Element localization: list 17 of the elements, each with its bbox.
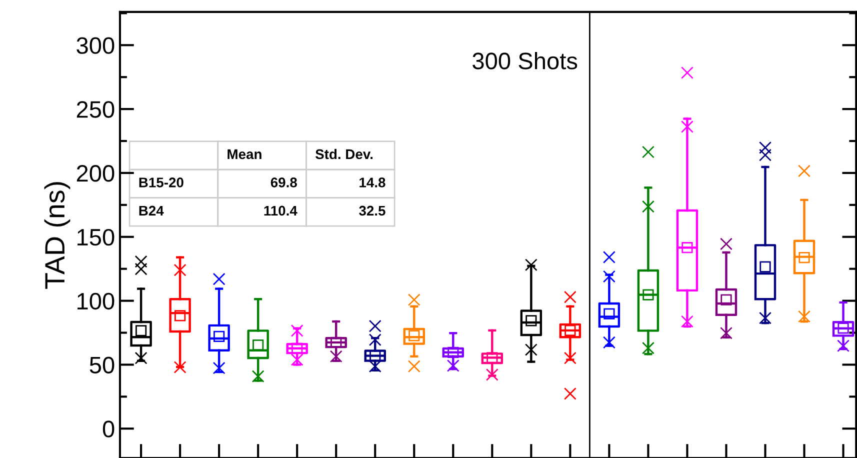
y-tick-label: 200 bbox=[76, 165, 114, 182]
annotation: B24 bbox=[139, 206, 164, 216]
y-tick-label: 100 bbox=[78, 292, 114, 310]
annotation: B15-20 bbox=[139, 178, 184, 188]
y-tick-label: 0 bbox=[102, 420, 114, 438]
y-tick-label: 300 bbox=[76, 37, 114, 54]
y-tick-label: 150 bbox=[78, 228, 114, 246]
annotation: Std. Dev. bbox=[315, 148, 373, 160]
text: 300 Shots bbox=[472, 52, 578, 70]
y-axis-title: TAD (ns) bbox=[44, 182, 70, 289]
annotation: 69.8 bbox=[270, 178, 297, 188]
y-tick-label: 250 bbox=[76, 101, 114, 118]
annotation: 14.8 bbox=[360, 178, 386, 188]
annotation: 110.4 bbox=[264, 206, 298, 216]
annotation: Mean bbox=[228, 149, 262, 160]
y-tick-label: 50 bbox=[90, 356, 114, 374]
annotation: 32.5 bbox=[359, 206, 386, 216]
